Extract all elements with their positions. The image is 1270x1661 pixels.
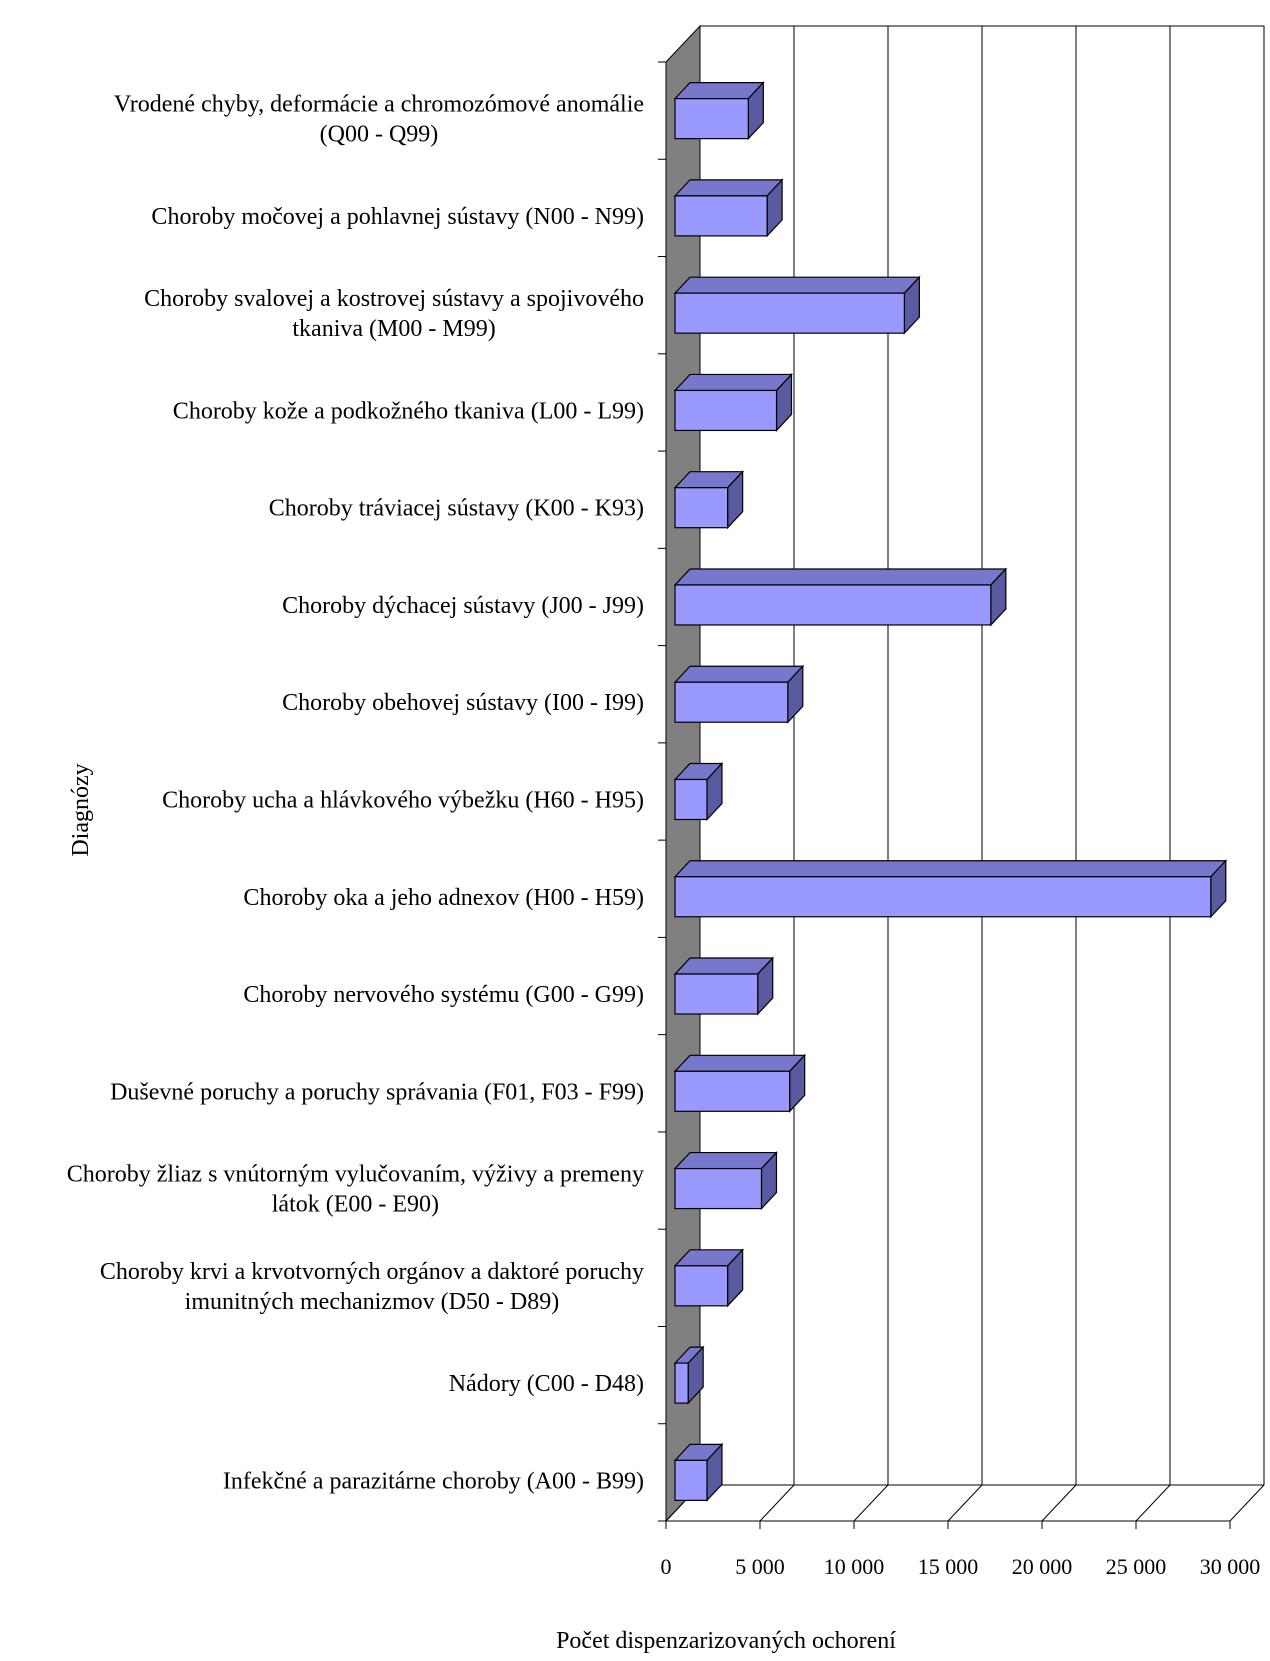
- x-tick-label: 25 000: [1106, 1554, 1167, 1579]
- category-label-line: Choroby dýchacej sústavy (J00 - J99): [282, 593, 644, 619]
- bar: [673, 1053, 807, 1113]
- bar-top: [673, 665, 805, 683]
- floor-line: [1229, 1484, 1265, 1522]
- bar-front: [674, 876, 1212, 918]
- x-tick-label: 30 000: [1200, 1554, 1261, 1579]
- bar: [673, 178, 784, 238]
- category-label: Choroby nervového systému (G00 - G99): [243, 982, 644, 1008]
- category-label-line: Infekčné a parazitárne choroby (A00 - B9…: [223, 1468, 644, 1494]
- floor-line: [1041, 1484, 1077, 1522]
- category-label: Infekčné a parazitárne choroby (A00 - B9…: [223, 1468, 644, 1494]
- category-label-line: (Q00 - Q99): [320, 122, 439, 148]
- category-label: Choroby žliaz s vnútorným vylučovaním, v…: [67, 1162, 644, 1218]
- bar: [673, 1345, 705, 1405]
- bar-front: [674, 487, 729, 529]
- x-tick-label: 5 000: [735, 1554, 785, 1579]
- bar-front: [674, 195, 768, 237]
- category-label-line: Choroby oka a jeho adnexov (H00 - H59): [243, 885, 644, 911]
- y-axis-title: Diagnózy: [68, 763, 94, 856]
- floor-line: [759, 1484, 795, 1522]
- bar: [673, 275, 921, 335]
- bar-front: [674, 1362, 689, 1404]
- bar: [673, 664, 805, 724]
- bar-front: [674, 778, 708, 821]
- bar-top: [673, 568, 1008, 586]
- bar-front: [674, 973, 759, 1015]
- category-label: Choroby oka a jeho adnexov (H00 - H59): [243, 885, 644, 911]
- bar-top: [673, 1054, 807, 1072]
- bar-front: [674, 389, 778, 432]
- bar-top: [673, 179, 784, 197]
- category-label-line: Choroby nervového systému (G00 - G99): [243, 982, 644, 1008]
- bar: [673, 372, 793, 432]
- category-labels: Vrodené chyby, deformácie a chromozómové…: [67, 92, 644, 1495]
- category-label-line: Choroby obehovej sústavy (I00 - I99): [282, 690, 644, 716]
- category-label: Choroby obehovej sústavy (I00 - I99): [282, 690, 644, 716]
- category-label: Choroby močovej a pohlavnej sústavy (N00…: [151, 204, 644, 230]
- category-label: Choroby ucha a hlávkového výbežku (H60 -…: [162, 788, 644, 814]
- floor-line: [947, 1484, 983, 1522]
- bar: [673, 567, 1008, 627]
- bar-front: [674, 292, 905, 334]
- category-label-line: Choroby močovej a pohlavnej sústavy (N00…: [151, 204, 644, 230]
- bar: [673, 859, 1228, 919]
- category-label: Choroby krvi a krvotvorných orgánov a da…: [100, 1259, 644, 1315]
- category-label-line: Choroby kože a podkožného tkaniva (L00 -…: [173, 398, 644, 424]
- bar: [673, 1151, 778, 1211]
- gridlines: [658, 26, 1265, 1529]
- bar-top: [673, 276, 921, 294]
- bar-front: [674, 98, 749, 140]
- x-axis-title: Počet dispenzarizovaných ochorení: [556, 1628, 896, 1654]
- bar: [673, 761, 724, 822]
- chart-walls: [665, 24, 1265, 1523]
- bar-top: [673, 373, 793, 392]
- bar-front: [674, 681, 789, 723]
- category-label: Choroby kože a podkožného tkaniva (L00 -…: [173, 398, 644, 424]
- category-label: Vrodené chyby, deformácie a chromozómové…: [114, 92, 644, 148]
- floor-line: [1135, 1484, 1171, 1522]
- category-label-line: tkaniva (M00 - M99): [292, 316, 495, 342]
- bar-front: [674, 1167, 763, 1210]
- x-tick-label: 20 000: [1012, 1554, 1073, 1579]
- category-label-line: Choroby tráviacej sústavy (K00 - K93): [269, 496, 644, 522]
- category-label-line: imunitných mechanizmov (D50 - D89): [185, 1289, 560, 1315]
- bar-front: [674, 1070, 791, 1112]
- category-label-line: Choroby krvi a krvotvorných orgánov a da…: [100, 1259, 644, 1285]
- category-label-line: Duševné poruchy a poruchy správania (F01…: [110, 1079, 644, 1105]
- category-label-line: Choroby žliaz s vnútorným vylučovaním, v…: [67, 1162, 644, 1188]
- bar: [673, 470, 745, 530]
- x-tick-label: 0: [661, 1554, 672, 1579]
- category-label: Choroby dýchacej sústavy (J00 - J99): [282, 593, 644, 619]
- bar-top: [673, 957, 775, 975]
- category-label-line: látok (E00 - E90): [272, 1192, 439, 1218]
- category-label-line: Choroby svalovej a kostrovej sústavy a s…: [144, 286, 644, 312]
- category-label-line: Choroby ucha a hlávkového výbežku (H60 -…: [162, 788, 644, 814]
- bar: [673, 1248, 745, 1308]
- bar-top: [673, 860, 1228, 878]
- category-label-line: Vrodené chyby, deformácie a chromozómové…: [114, 92, 644, 118]
- bar-front: [674, 1265, 729, 1307]
- x-tick-label: 15 000: [918, 1554, 979, 1579]
- category-label: Choroby tráviacej sústavy (K00 - K93): [269, 496, 644, 522]
- category-label: Choroby svalovej a kostrovej sústavy a s…: [144, 286, 644, 342]
- bar-front: [674, 1459, 708, 1501]
- floor-line: [853, 1484, 889, 1522]
- category-label: Duševné poruchy a poruchy správania (F01…: [110, 1079, 644, 1105]
- x-tick-label: 10 000: [824, 1554, 885, 1579]
- bar-top: [673, 1151, 778, 1170]
- bar: [673, 956, 775, 1016]
- x-tick-labels: 0 5 000 10 000 15 000 20 000 25 000 30 000: [661, 1554, 1261, 1579]
- bars: [673, 81, 1228, 1502]
- bar-front: [674, 584, 992, 626]
- category-label: Nádory (C00 - D48): [449, 1371, 644, 1397]
- bar: [673, 81, 765, 141]
- bar: [673, 1442, 724, 1502]
- category-label-line: Nádory (C00 - D48): [449, 1371, 644, 1397]
